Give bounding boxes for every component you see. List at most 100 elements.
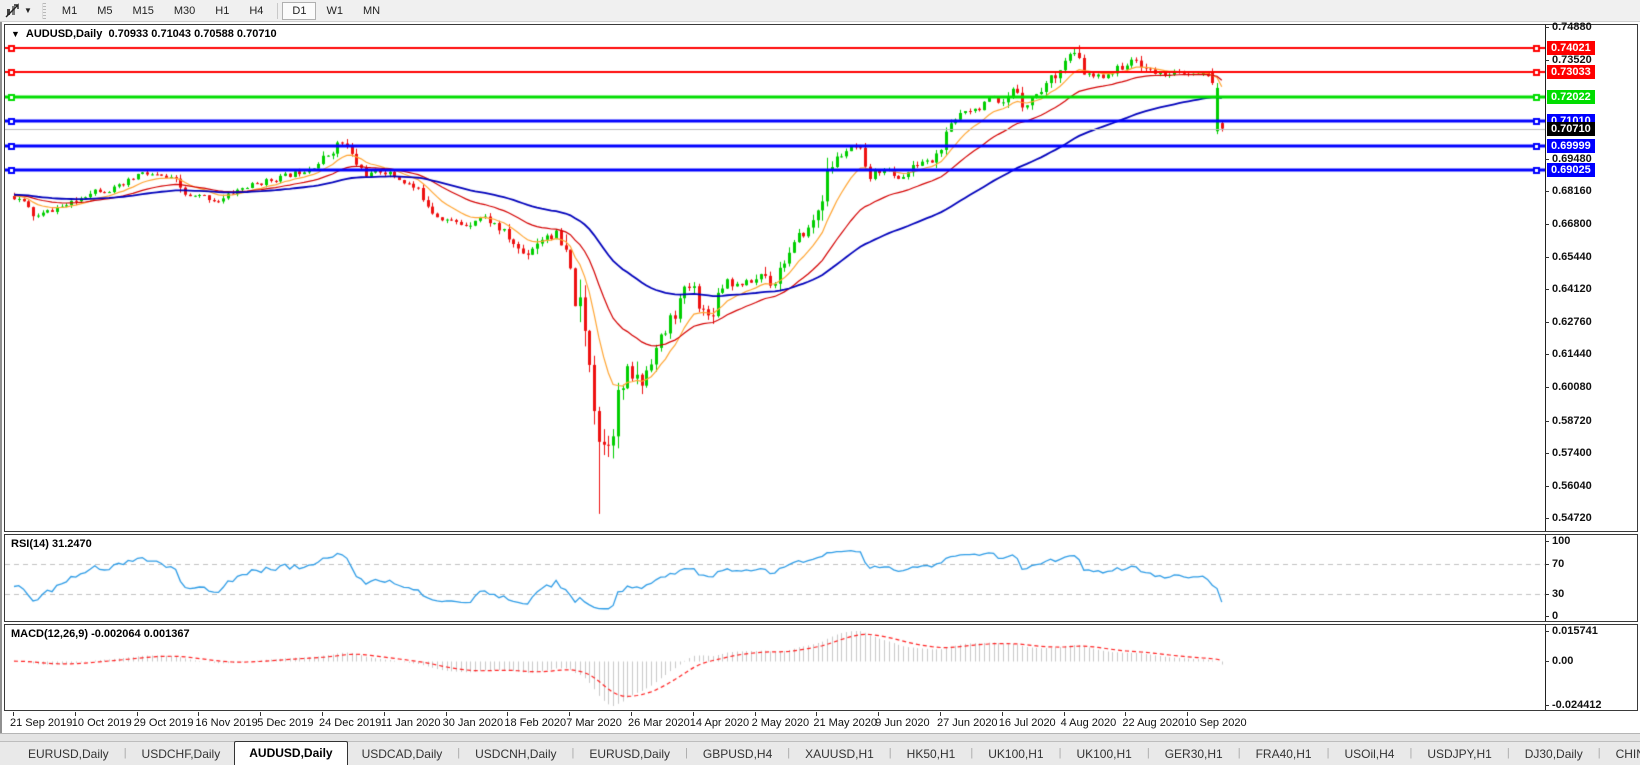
tab-dj30-daily[interactable]: DJ30,Daily: [1524, 747, 1583, 761]
top-toolbar: ▼ M1 M5 M15 M30 H1 H4 D1 W1 MN: [0, 0, 1640, 22]
tab-gbpusd-h4[interactable]: GBPUSD,H4: [702, 747, 773, 761]
date-tick: [816, 712, 818, 716]
tab-separator: |: [1506, 747, 1510, 759]
tab-separator: |: [685, 747, 688, 759]
rsi-tick: 30: [1544, 587, 1565, 600]
timeframe-buttons: M1 M5 M15 M30 H1 H4 D1 W1 MN: [52, 0, 390, 22]
symbol-period-label: AUDUSD,Daily: [25, 28, 103, 40]
chart-mode-dropdown-icon[interactable]: ▼: [24, 6, 32, 15]
price-tick: 0.73520: [1545, 54, 1592, 67]
date-tick: [1063, 712, 1065, 716]
timeframe-h4[interactable]: H4: [249, 4, 264, 17]
tab-eurusd-daily[interactable]: EURUSD,Daily: [589, 747, 671, 761]
date-tick: [198, 712, 200, 716]
tab-usdcnh-daily[interactable]: USDCNH,Daily: [475, 747, 557, 761]
macd-values: -0.002064 0.001367: [91, 628, 190, 640]
date-label: 27 Jun 2020: [937, 717, 998, 729]
chart-title-caret-icon[interactable]: ▼: [11, 29, 20, 39]
toolbar-grip[interactable]: [41, 2, 46, 19]
timeframe-mn[interactable]: MN: [362, 4, 381, 17]
date-label: 9 Jun 2020: [875, 717, 930, 729]
timeframe-d1[interactable]: D1: [282, 1, 317, 20]
price-tick: 0.65440: [1545, 250, 1592, 263]
tab-separator: |: [1409, 747, 1413, 759]
tab-separator: |: [1597, 747, 1601, 759]
level-price-label: 0.69025: [1547, 162, 1595, 177]
date-label: 30 Jan 2020: [442, 717, 504, 729]
date-tick: [1001, 712, 1003, 716]
macd-tick: 0.015741: [1545, 625, 1598, 637]
level-price-label: 0.74021: [1547, 40, 1595, 55]
price-axis[interactable]: 0.74880 0.73520 0.69480 0.68160 0.66800 0.654…: [1545, 21, 1637, 531]
level-price-label: 0.73033: [1547, 64, 1595, 79]
price-tick: 0.60080: [1545, 381, 1592, 394]
date-tick: [569, 712, 571, 716]
date-label: 10 Sep 2020: [1184, 717, 1247, 729]
chart-window: ▼ AUDUSD,Daily 0.70933 0.71043 0.70588 0.…: [0, 21, 1640, 733]
date-label: 29 Oct 2019: [133, 717, 194, 729]
status-strip: [0, 733, 1640, 741]
main-chart-canvas[interactable]: [5, 25, 1545, 531]
date-tick: [940, 712, 941, 716]
price-tick: 0.56040: [1545, 479, 1592, 492]
macd-canvas[interactable]: [5, 625, 1545, 710]
macd-title: MACD(12,26,9) -0.002064 0.001367: [11, 628, 190, 640]
level-price-label: 0.69999: [1547, 138, 1595, 153]
tab-separator: |: [571, 747, 575, 759]
date-label: 4 Aug 2020: [1060, 717, 1117, 729]
macd-label: MACD(12,26,9): [11, 628, 89, 640]
tab-separator: |: [457, 747, 461, 759]
tab-hk50-h1[interactable]: HK50,H1: [906, 747, 956, 761]
rsi-tick: 0: [1544, 610, 1559, 622]
timeframe-m5[interactable]: M5: [97, 4, 113, 17]
timeframe-m30[interactable]: M30: [173, 4, 196, 17]
tab-eurusd-daily[interactable]: EURUSD,Daily: [28, 747, 109, 761]
rsi-axis[interactable]: 100 70 30 0: [1544, 535, 1637, 622]
ohlc-readout: 0.70933 0.71043 0.70588 0.70710: [108, 28, 277, 40]
date-label: 21 May 2020: [813, 717, 877, 729]
timeframe-m15[interactable]: M15: [132, 4, 154, 17]
tab-usdchf-daily[interactable]: USDCHF,Daily: [141, 747, 221, 761]
rsi-value: 31.2470: [51, 538, 92, 550]
tab-separator: |: [1058, 747, 1062, 759]
date-tick: [878, 712, 880, 716]
date-tick: [74, 712, 76, 716]
tab-usdcad-daily[interactable]: USDCAD,Daily: [361, 747, 443, 761]
timeframe-separator: [277, 2, 279, 19]
chart-mode-icon[interactable]: [3, 2, 23, 20]
macd-tick: 0.00: [1544, 655, 1574, 667]
tab-china300-h1[interactable]: CHINA300,H1: [1615, 747, 1640, 761]
tab-usdjpy-h1[interactable]: USDJPY,H1: [1427, 747, 1492, 761]
tab-ger30-h1[interactable]: GER30,H1: [1164, 747, 1223, 761]
tab-uk100-h1[interactable]: UK100,H1: [988, 747, 1044, 761]
date-tick: [754, 712, 756, 716]
date-tick: [1187, 712, 1189, 716]
tab-separator: |: [1237, 747, 1241, 759]
tab-separator: |: [1146, 747, 1150, 759]
macd-pane: MACD(12,26,9) -0.002064 0.001367 0.01574…: [4, 624, 1638, 711]
date-label: 26 Mar 2020: [628, 717, 690, 729]
timeframe-w1[interactable]: W1: [326, 4, 343, 17]
macd-axis[interactable]: 0.015741 0.00 -0.024412: [1544, 625, 1637, 711]
price-tick: 0.69480: [1545, 152, 1592, 165]
time-axis[interactable]: 21 Sep 2019 10 Oct 2019 29 Oct 2019 16 Nov …: [4, 712, 1638, 733]
date-tick: [322, 712, 323, 716]
tab-usoil-h4[interactable]: USOil,H4: [1344, 747, 1395, 761]
macd-tick: -0.024412: [1545, 699, 1602, 711]
timeframe-h1[interactable]: H1: [215, 4, 230, 17]
date-label: 24 Dec 2019: [319, 717, 382, 729]
tab-separator: |: [123, 747, 127, 759]
tab-audusd-daily[interactable]: AUDUSD,Daily: [234, 741, 348, 765]
tab-xauusd-h1[interactable]: XAUUSD,H1: [805, 747, 874, 761]
rsi-title: RSI(14) 31.2470: [11, 538, 92, 550]
price-tick: 0.66800: [1545, 217, 1592, 230]
tab-fra40-h1[interactable]: FRA40,H1: [1255, 747, 1312, 761]
price-tick: 0.58720: [1545, 414, 1592, 427]
date-label: 16 Nov 2019: [195, 717, 258, 729]
tab-uk100-h1[interactable]: UK100,H1: [1076, 747, 1132, 761]
tab-separator: |: [1326, 747, 1330, 759]
rsi-pane: RSI(14) 31.2470 100 70 30 0: [4, 534, 1638, 622]
rsi-canvas[interactable]: [5, 535, 1545, 621]
timeframe-m1[interactable]: M1: [61, 4, 78, 17]
date-tick: [631, 712, 632, 716]
